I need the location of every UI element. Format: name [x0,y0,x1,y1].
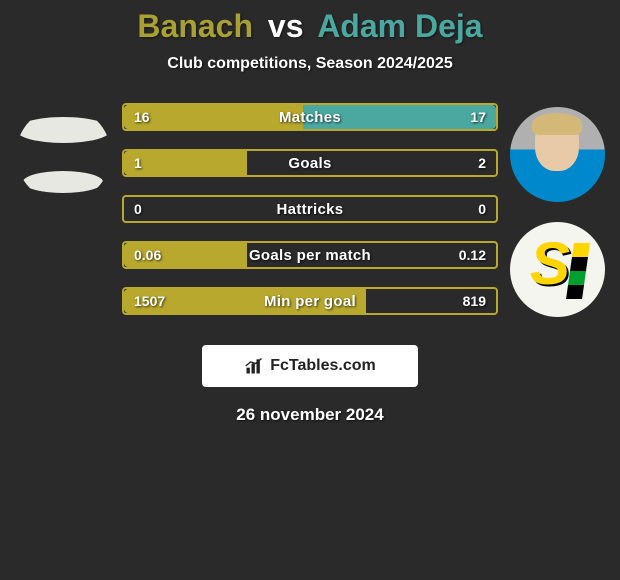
comparison-card: Banach vs Adam Deja Club competitions, S… [0,0,620,425]
right-side-column: S [502,103,612,317]
stat-bar: 1507819Min per goal [122,287,498,315]
player2-avatar [510,107,605,202]
title-vs-text: vs [268,8,304,44]
stat-bars-column: 1617Matches 12Goals 00Hattricks 0.060.12Goa… [118,103,502,315]
player1-avatar [16,107,111,202]
title-player2: Adam Deja [317,8,482,44]
club-logo-letter: S [530,229,570,298]
left-side-column [8,103,118,202]
stat-label: Goals [124,151,496,175]
stat-bar: 00Hattricks [122,195,498,223]
stat-bar: 12Goals [122,149,498,177]
subtitle: Club competitions, Season 2024/2025 [0,55,620,73]
stat-label: Min per goal [124,289,496,313]
branding-text: FcTables.com [270,357,376,375]
page-title: Banach vs Adam Deja [0,8,620,45]
title-player1: Banach [137,8,253,44]
stat-label: Hattricks [124,197,496,221]
stat-label: Goals per match [124,243,496,267]
comparison-row: 1617Matches 12Goals 00Hattricks 0.060.12Goa… [0,103,620,317]
footer-date: 26 november 2024 [0,405,620,425]
stat-bar: 1617Matches [122,103,498,131]
bar-chart-icon [244,356,264,376]
stat-bar: 0.060.12Goals per match [122,241,498,269]
placeholder-shape [16,117,111,143]
player2-club-logo: S [510,222,605,317]
club-logo-graphic: S [522,235,592,305]
placeholder-shape [23,171,103,193]
branding-badge[interactable]: FcTables.com [202,345,418,387]
stat-label: Matches [124,105,496,129]
